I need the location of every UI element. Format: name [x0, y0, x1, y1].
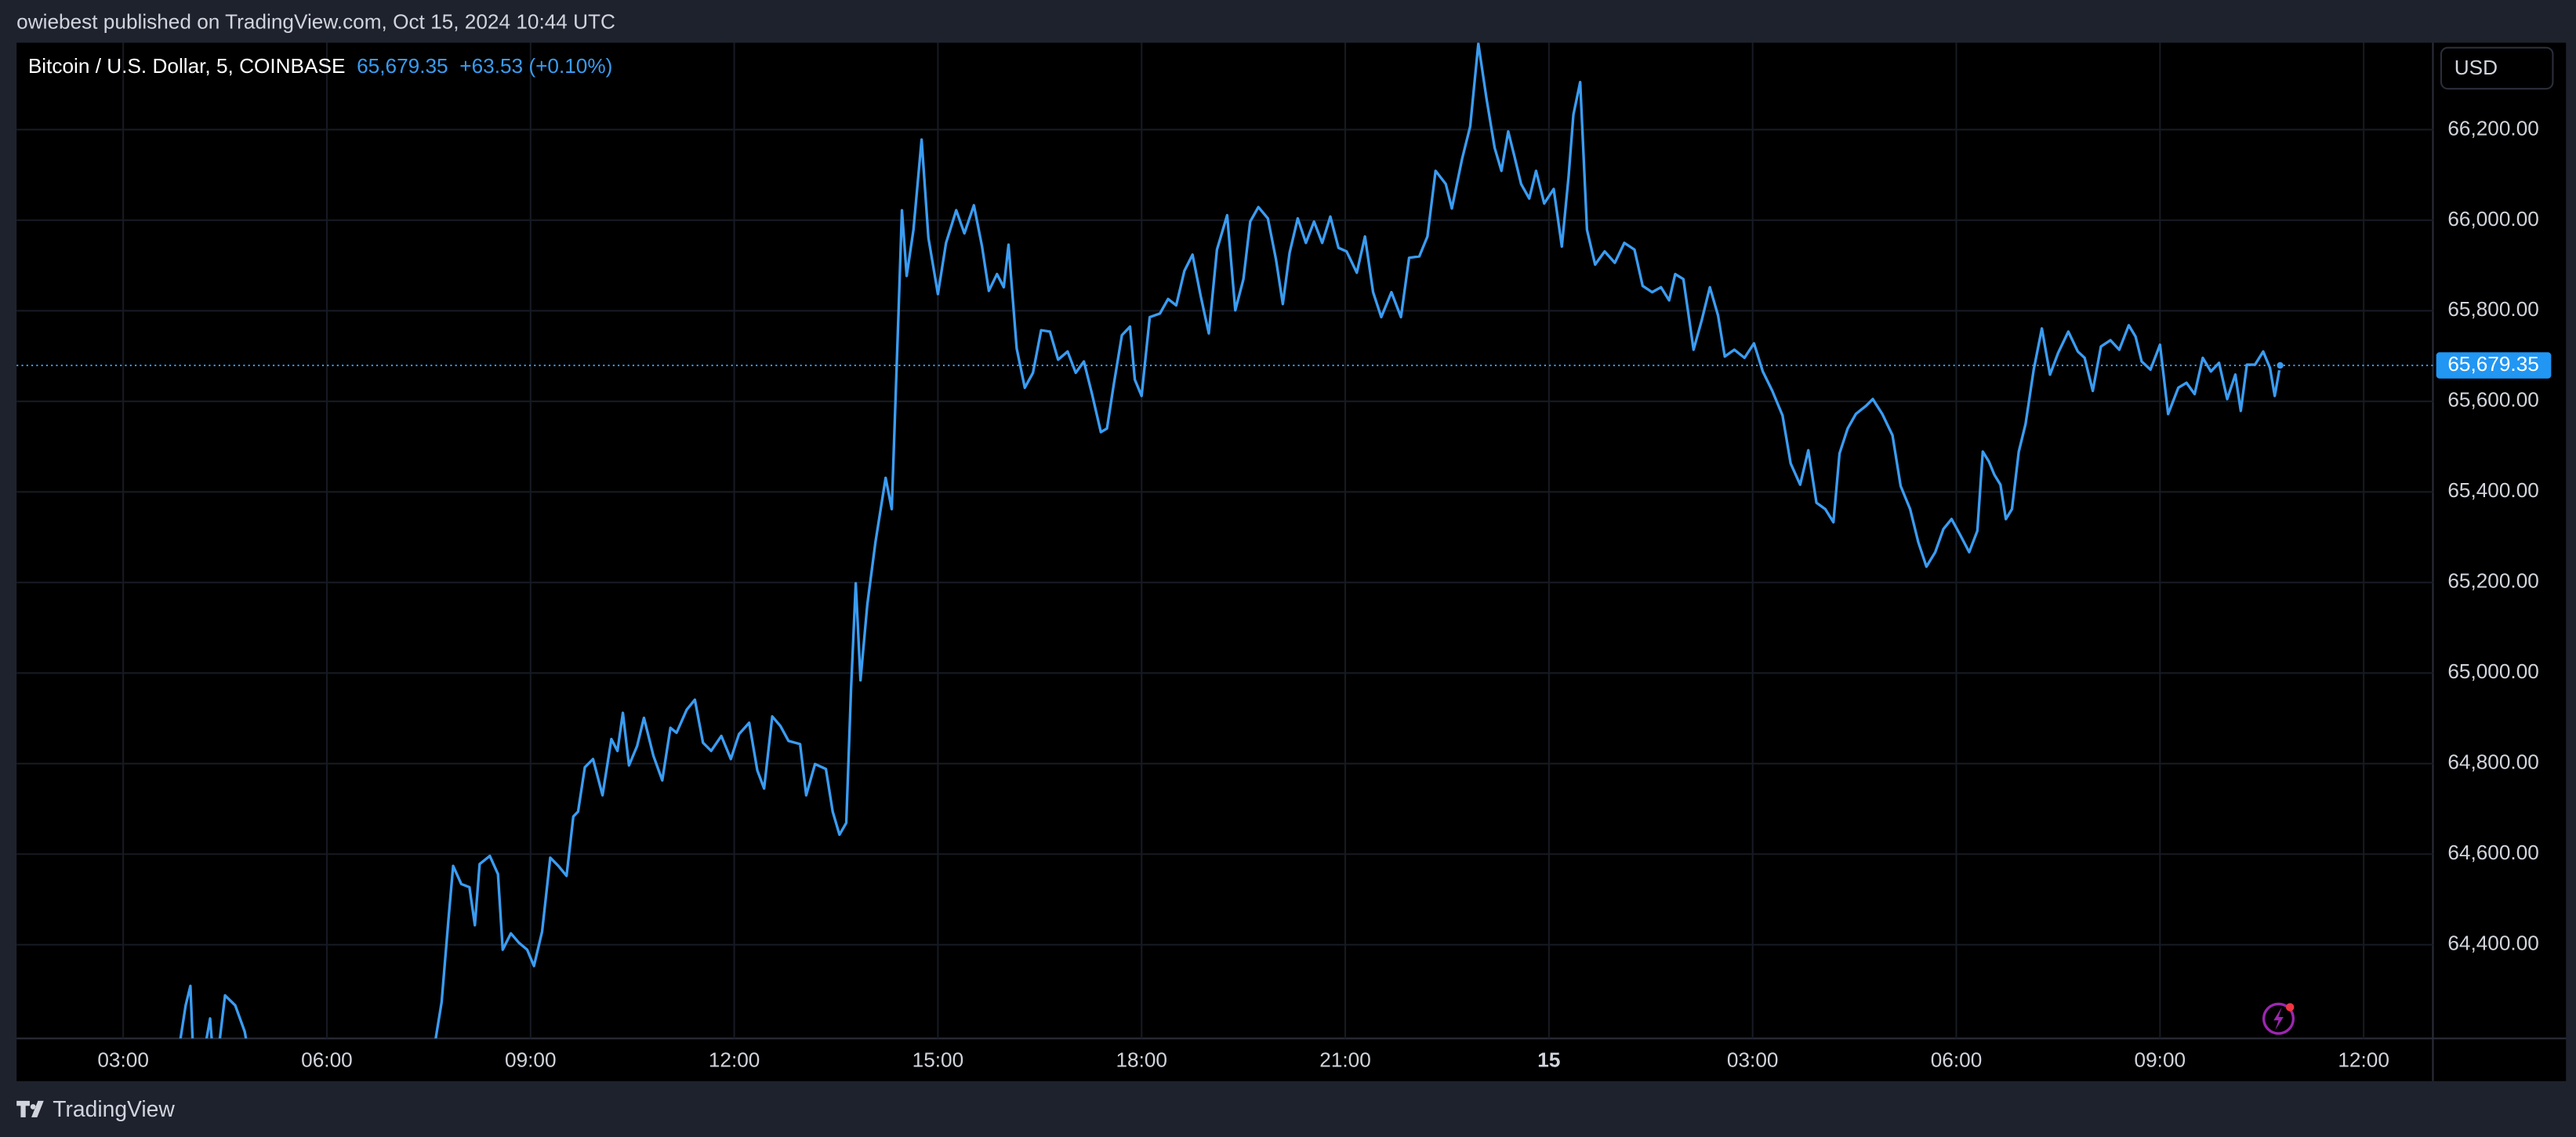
currency-button[interactable]	[2440, 46, 2554, 90]
icon-ring[interactable]	[2262, 1002, 2295, 1035]
alert-icon[interactable]	[2262, 1002, 2295, 1035]
y-tick-label: 66,200.00	[2447, 116, 2539, 140]
currency-label[interactable]: USD	[2454, 56, 2498, 79]
last-point	[2275, 360, 2285, 371]
x-tick-label: 09:00	[2135, 1048, 2186, 1072]
logo-mark	[16, 1100, 44, 1117]
x-tick-label: 06:00	[1931, 1048, 1983, 1072]
x-tick-label: 12:00	[2338, 1048, 2389, 1072]
footer-brand: TradingView	[53, 1096, 175, 1121]
x-tick-label: 15:00	[912, 1048, 964, 1072]
x-tick-label: 12:00	[709, 1048, 760, 1072]
legend-price: 65,679.35	[357, 54, 448, 78]
chart-area	[16, 42, 2567, 1081]
x-tick-label: 18:00	[1116, 1048, 1167, 1072]
tv-logo	[16, 1100, 44, 1117]
last-price-label: 65,679.35	[2447, 352, 2539, 376]
x-tick-label: 09:00	[505, 1048, 557, 1072]
y-tick-label: 66,000.00	[2447, 207, 2539, 231]
legend: Bitcoin / U.S. Dollar, 5, COINBASE 65,67…	[28, 54, 613, 78]
last-price-tag	[2436, 352, 2552, 379]
x-tick-label: 21:00	[1319, 1048, 1371, 1072]
x-tick-label: 03:00	[97, 1048, 149, 1072]
price-line	[179, 42, 2282, 1039]
icon-dot[interactable]	[2285, 1003, 2295, 1012]
y-tick-label: 65,600.00	[2447, 388, 2539, 412]
legend-change: +63.53 (+0.10%)	[459, 54, 612, 78]
x-tick-label: 03:00	[1727, 1048, 1779, 1072]
x-tick-label: 06:00	[301, 1048, 353, 1072]
y-tick-label: 65,400.00	[2447, 478, 2539, 502]
y-tick-label: 65,800.00	[2447, 297, 2539, 321]
y-tick-label: 64,400.00	[2447, 932, 2539, 955]
x-tick-label: 15	[1537, 1048, 1560, 1072]
publish-header: owiebest published on TradingView.com, O…	[16, 9, 615, 33]
icon-bolt[interactable]	[2273, 1007, 2284, 1030]
y-tick-label: 65,000.00	[2447, 659, 2539, 683]
symbol-name: Bitcoin / U.S. Dollar, 5, COINBASE	[28, 54, 346, 78]
y-tick-label: 64,800.00	[2447, 750, 2539, 774]
y-tick-label: 65,200.00	[2447, 569, 2539, 593]
y-tick-label: 64,600.00	[2447, 841, 2539, 864]
